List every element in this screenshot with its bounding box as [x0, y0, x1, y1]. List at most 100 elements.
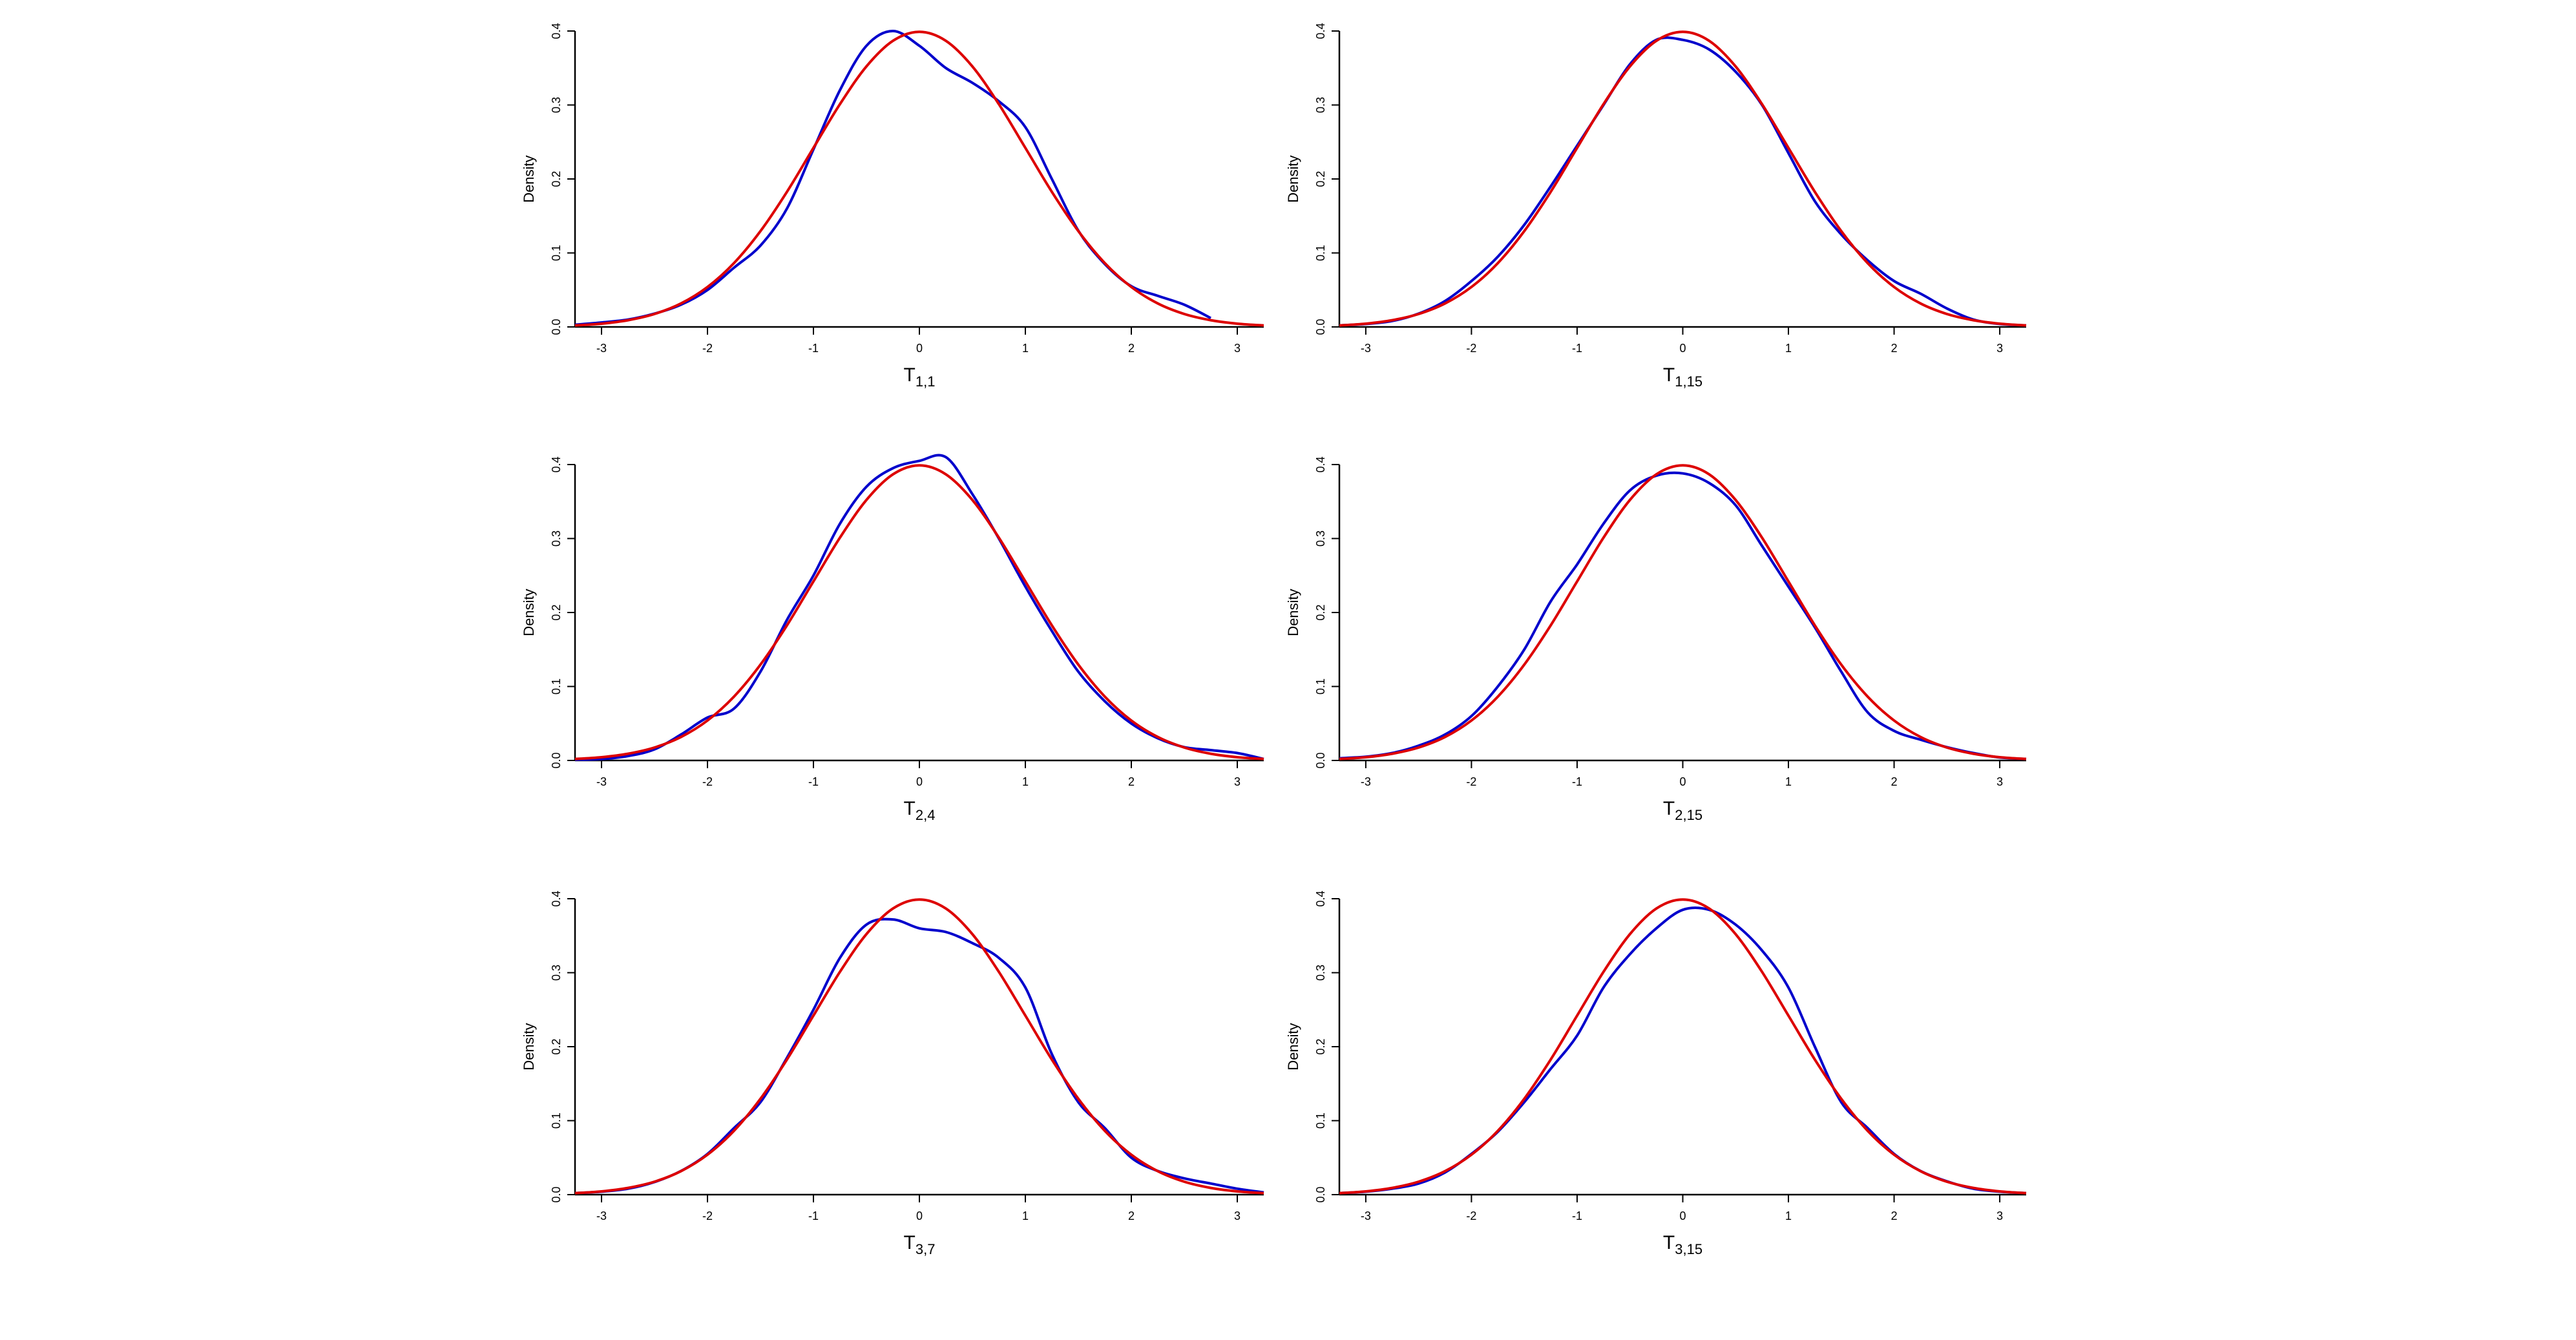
- y-tick-label: 0.2: [550, 604, 563, 620]
- density-curve: [1339, 464, 2027, 760]
- x-tick-label: 3: [1234, 775, 1241, 788]
- y-tick-label: 0.1: [550, 678, 563, 695]
- x-tick-label: -1: [1572, 775, 1582, 788]
- x-label-subscript: 3,15: [1675, 1241, 1702, 1257]
- x-tick-label: 3: [1234, 342, 1241, 355]
- y-tick-label: 0.0: [1314, 1186, 1327, 1202]
- panel: -3 -2 -1 0 1 2 3 0.0 0.1 0.2 0.3 0.4 Density T2,15: [1285, 456, 2027, 823]
- x-tick-label: -2: [1466, 1209, 1476, 1222]
- panel: -3 -2 -1 0 1 2 3 0.0 0.1 0.2 0.3 0.4 Density T1,1: [521, 23, 1264, 390]
- x-label-subscript: 1,15: [1675, 373, 1702, 390]
- y-tick-label: 0.4: [550, 23, 563, 39]
- density-curve: [574, 898, 1264, 1195]
- y-tick-label: 0.2: [550, 1038, 563, 1054]
- x-tick-label: 1: [1022, 1209, 1029, 1222]
- y-axis-label: Density: [521, 589, 537, 636]
- panel: -3 -2 -1 0 1 2 3 0.0 0.1 0.2 0.3 0.4 Density T1,15: [1285, 23, 2027, 390]
- x-label-main: T: [1663, 364, 1675, 386]
- y-tick-label: 0.3: [550, 965, 563, 981]
- y-tick-label: 0.0: [1314, 319, 1327, 335]
- y-axis-label: Density: [1285, 1023, 1301, 1070]
- y-tick-label: 0.3: [1314, 97, 1327, 113]
- y-tick-label: 0.1: [1314, 1113, 1327, 1129]
- panel: -3 -2 -1 0 1 2 3 0.0 0.1 0.2 0.3 0.4 Density T3,7: [521, 890, 1264, 1257]
- x-label-main: T: [1663, 798, 1675, 819]
- y-tick-label: 0.1: [1314, 678, 1327, 695]
- panel: -3 -2 -1 0 1 2 3 0.0 0.1 0.2 0.3 0.4 Density T2,4: [521, 454, 1264, 823]
- y-tick-label: 0.3: [1314, 530, 1327, 547]
- x-tick-label: -1: [1572, 342, 1582, 355]
- y-tick-label: 0.0: [1314, 752, 1327, 768]
- x-tick-label: -2: [702, 342, 713, 355]
- x-tick-label: -3: [596, 342, 607, 355]
- x-tick-label: 2: [1128, 342, 1135, 355]
- x-tick-label: 1: [1022, 775, 1029, 788]
- density-curve: [574, 29, 1211, 326]
- y-tick-label: 0.3: [550, 530, 563, 547]
- y-tick-label: 0.0: [550, 319, 563, 335]
- x-tick-label: 0: [1679, 342, 1686, 355]
- y-tick-label: 0.2: [1314, 171, 1327, 187]
- x-axis-label: T2,15: [1663, 798, 1702, 823]
- x-label-subscript: 2,15: [1675, 807, 1702, 823]
- density-curve: [1339, 30, 2027, 327]
- x-tick-label: 0: [1679, 775, 1686, 788]
- x-tick-label: 0: [1679, 1209, 1686, 1222]
- x-tick-label: -3: [596, 1209, 607, 1222]
- x-tick-label: 2: [1891, 342, 1898, 355]
- x-tick-label: 2: [1891, 1209, 1898, 1222]
- x-tick-label: 3: [1996, 342, 2003, 355]
- x-tick-label: -3: [1361, 342, 1371, 355]
- x-tick-label: 2: [1128, 775, 1135, 788]
- density-curve: [1339, 36, 2027, 327]
- x-label-main: T: [904, 364, 916, 386]
- y-axis-label: Density: [521, 1023, 537, 1070]
- x-label-subscript: 2,4: [916, 807, 936, 823]
- x-tick-label: 0: [916, 342, 923, 355]
- x-tick-label: -1: [808, 775, 819, 788]
- x-tick-label: -2: [702, 1209, 713, 1222]
- density-curve: [1339, 471, 2027, 760]
- x-tick-label: 1: [1785, 342, 1792, 355]
- x-label-main: T: [904, 798, 916, 819]
- y-tick-label: 0.4: [1314, 890, 1327, 906]
- x-tick-label: 0: [916, 775, 923, 788]
- y-tick-label: 0.4: [550, 890, 563, 906]
- y-tick-label: 0.3: [1314, 965, 1327, 981]
- x-tick-label: -2: [702, 775, 713, 788]
- x-tick-label: 1: [1785, 775, 1792, 788]
- x-tick-label: 1: [1022, 342, 1029, 355]
- x-axis-label: T1,15: [1663, 364, 1702, 390]
- density-curve: [574, 917, 1264, 1195]
- x-tick-label: -3: [1361, 1209, 1371, 1222]
- y-tick-label: 0.0: [550, 752, 563, 768]
- panel: -3 -2 -1 0 1 2 3 0.0 0.1 0.2 0.3 0.4 Density T3,15: [1285, 890, 2027, 1257]
- y-tick-label: 0.0: [550, 1186, 563, 1202]
- x-label-subscript: 3,7: [916, 1241, 936, 1257]
- x-tick-label: -2: [1466, 342, 1476, 355]
- density-curve: [1339, 906, 2027, 1195]
- x-label-main: T: [1663, 1232, 1675, 1253]
- y-tick-label: 0.1: [550, 1113, 563, 1129]
- x-tick-label: 3: [1996, 775, 2003, 788]
- y-tick-label: 0.4: [550, 456, 563, 472]
- x-tick-label: -2: [1466, 775, 1476, 788]
- x-tick-label: -1: [808, 1209, 819, 1222]
- x-tick-label: 2: [1128, 1209, 1135, 1222]
- x-tick-label: -3: [1361, 775, 1371, 788]
- x-label-subscript: 1,1: [916, 373, 936, 390]
- y-tick-label: 0.4: [1314, 23, 1327, 39]
- x-axis-label: T3,7: [904, 1232, 936, 1257]
- y-axis-label: Density: [521, 155, 537, 202]
- y-tick-label: 0.1: [1314, 245, 1327, 261]
- x-tick-label: 1: [1785, 1209, 1792, 1222]
- x-axis-label: T1,1: [904, 364, 936, 390]
- y-tick-label: 0.1: [550, 245, 563, 261]
- x-tick-label: -3: [596, 775, 607, 788]
- x-tick-label: -1: [808, 342, 819, 355]
- x-axis-label: T2,4: [904, 798, 936, 823]
- y-tick-label: 0.2: [1314, 1038, 1327, 1054]
- density-curve: [574, 464, 1264, 760]
- y-tick-label: 0.2: [550, 171, 563, 187]
- x-tick-label: 3: [1234, 1209, 1241, 1222]
